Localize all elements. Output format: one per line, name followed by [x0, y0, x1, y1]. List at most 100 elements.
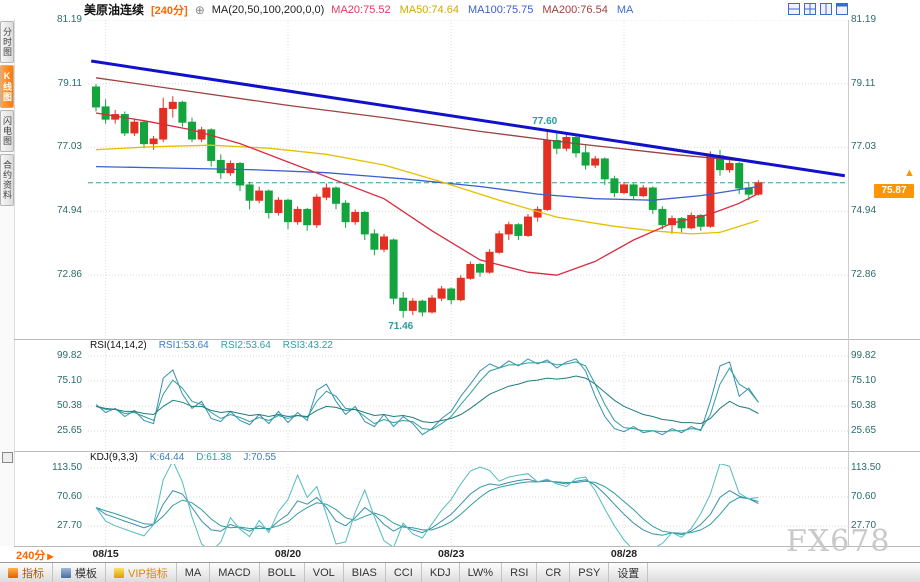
tab-indicators-label: 指标 [22, 567, 44, 580]
y-axis-label: 99.82 [56, 350, 82, 361]
tab-bias-label: BIAS [351, 566, 377, 579]
tab-ma-label: MA [184, 566, 202, 579]
tab-templates-icon [61, 567, 71, 578]
tab-cci[interactable]: CCI [386, 563, 422, 582]
kdj-chart[interactable] [88, 464, 848, 546]
ma-legend: MA20:75.52 MA50:74.64 MA100:75.75 MA200:76.… [331, 4, 642, 16]
swing-low-label: 71.46 [388, 320, 414, 332]
tab-indicators-icon [8, 567, 18, 578]
tab-bias[interactable]: BIAS [344, 563, 386, 582]
interval-button-label: 240分 [16, 550, 46, 562]
bottom-toolbar: 指标 模板 VIP指标 MA MACD BOLL VOL BIAS CCI KDJ LW% RSI CR… [0, 562, 920, 582]
price-pointer-icon: ▲ [904, 167, 915, 179]
tab-vol[interactable]: VOL [305, 563, 344, 582]
indicator-legend-item: RSI1:53.64 [158, 340, 209, 351]
tab-vol-label: VOL [312, 566, 335, 579]
maximize-chart-icon[interactable] [836, 3, 848, 15]
sidebar-tab-intraday[interactable]: 分时图 [0, 21, 14, 63]
y-axis-label: 70.60 [851, 491, 877, 502]
indicator-legend-item: RSI3:43.22 [282, 340, 333, 351]
tab-macd-label: MACD [218, 566, 251, 579]
add-indicator-icon[interactable]: ⊕ [194, 2, 205, 17]
y-axis-label: 81.19 [851, 14, 877, 25]
y-axis-label: 27.70 [851, 520, 877, 531]
split-vertical-icon[interactable] [820, 3, 832, 15]
y-axis-label: 72.86 [851, 268, 877, 280]
indicator-legend-item: K:64.44 [149, 452, 185, 463]
sidebar-tab-flash[interactable]: 闪电图 [0, 110, 14, 152]
tab-cci-label: CCI [393, 566, 413, 579]
kdj-title: KDJ(9,3,3) [90, 452, 138, 463]
tab-psy[interactable]: PSY [570, 563, 610, 582]
tab-rsi[interactable]: RSI [502, 563, 538, 582]
sidebar-tab-contract-info[interactable]: 合约资料 [0, 154, 14, 206]
watermark: FX678 [786, 524, 891, 559]
tab-boll[interactable]: BOLL [260, 563, 305, 582]
y-axis-label: 81.19 [56, 14, 82, 25]
y-axis-label: 75.10 [56, 375, 82, 386]
split-horizontal-icon[interactable] [804, 3, 816, 15]
tab-cr-label: CR [545, 566, 562, 579]
tab-psy-label: PSY [578, 566, 601, 579]
ma-legend-item: MA100:75.75 [467, 3, 534, 16]
y-axis-label: 99.82 [851, 350, 877, 361]
panel-separator [14, 451, 920, 452]
right-axis-separator [848, 20, 849, 546]
chart-header: 美原油连续 [240分] ⊕ MA(20,50,100,200,0,0) MA2… [14, 0, 920, 19]
y-axis-label: 50.38 [56, 400, 82, 411]
x-axis-label: 08/28 [610, 548, 638, 560]
y-axis-label: 77.03 [851, 141, 877, 153]
rsi-chart[interactable] [88, 352, 848, 450]
last-price-tag: 75.87 [874, 184, 914, 198]
y-axis-label: 79.11 [57, 77, 82, 89]
rsi-title: RSI(14,14,2) [90, 340, 147, 351]
tab-macd[interactable]: MACD [210, 563, 260, 582]
y-axis-label: 72.86 [56, 268, 82, 280]
x-axis-label: 08/20 [274, 548, 302, 560]
tab-rsi-label: RSI [510, 566, 529, 579]
window-layout-icons [788, 3, 848, 15]
tab-lw[interactable]: LW% [460, 563, 503, 582]
y-axis-label: 79.11 [851, 77, 876, 89]
y-axis-label: 113.50 [851, 462, 881, 473]
tab-cr[interactable]: CR [537, 563, 571, 582]
tab-kdj-label: KDJ [429, 566, 451, 579]
y-axis-label: 74.94 [851, 205, 877, 217]
tab-kdj[interactable]: KDJ [422, 563, 460, 582]
tab-settings-label: 设置 [617, 567, 640, 580]
tab-boll-label: BOLL [267, 566, 296, 579]
tab-templates[interactable]: 模板 [53, 563, 106, 582]
y-axis-label: 70.60 [56, 491, 82, 502]
y-axis-label: 77.03 [56, 141, 82, 153]
interval-badge[interactable]: [240分] [151, 4, 188, 17]
ma-legend-item: MA20:75.52 [331, 3, 391, 16]
interval-button[interactable]: 240分 ▶ [16, 547, 54, 563]
instrument-title: 美原油连续 [84, 3, 145, 17]
tab-settings[interactable]: 设置 [609, 563, 649, 582]
tab-lw-label: LW% [467, 566, 494, 579]
sidebar-tab-kline[interactable]: K线图 [0, 65, 14, 108]
ma-legend-item: MA [616, 3, 634, 16]
main-price-chart[interactable] [88, 20, 848, 338]
y-axis-label: 25.65 [56, 425, 82, 436]
tab-indicators[interactable]: 指标 [0, 563, 53, 582]
tab-vip-indicators[interactable]: VIP指标 [106, 563, 177, 582]
panel-separator [14, 546, 920, 547]
panel-tool-icon[interactable] [2, 452, 13, 463]
tab-vip-indicators-icon [114, 567, 124, 578]
indicator-legend-item: D:61.38 [196, 452, 232, 463]
ma-legend-item: MA50:74.64 [399, 3, 459, 16]
rsi-indicator-header: RSI(14,14,2) RSI1:53.64 RSI2:53.64 RSI3:43… [90, 340, 333, 351]
tab-templates-label: 模板 [75, 567, 97, 580]
ma-settings-label: MA(20,50,100,200,0,0) [211, 3, 325, 16]
y-axis-label: 113.50 [52, 462, 82, 473]
y-axis-label: 25.65 [851, 425, 877, 436]
panel-separator [14, 339, 920, 340]
tab-ma[interactable]: MA [177, 563, 211, 582]
y-axis-label: 75.10 [851, 375, 877, 386]
left-sidebar: 分时图 K线图闪电图合约资料 [0, 19, 15, 546]
new-chart-icon[interactable] [788, 3, 800, 15]
swing-high-label: 77.60 [532, 115, 558, 127]
kdj-indicator-header: KDJ(9,3,3) K:64.44 D:61.38 J:70.55 [90, 452, 276, 463]
